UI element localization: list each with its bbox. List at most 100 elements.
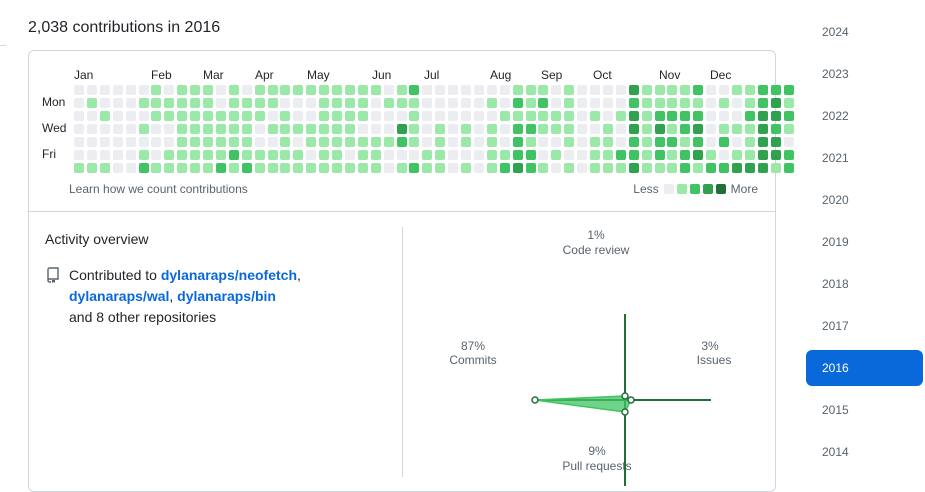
contribution-day[interactable] <box>319 85 330 95</box>
contribution-day[interactable] <box>164 98 175 108</box>
contribution-day[interactable] <box>306 124 317 134</box>
contribution-day[interactable] <box>267 124 278 134</box>
contribution-day[interactable] <box>396 98 407 108</box>
contribution-day[interactable] <box>241 98 252 108</box>
contribution-day[interactable] <box>112 111 123 121</box>
contribution-day[interactable] <box>486 98 497 108</box>
contribution-day[interactable] <box>86 163 97 173</box>
contribution-day[interactable] <box>731 150 742 160</box>
contribution-day[interactable] <box>396 150 407 160</box>
contribution-day[interactable] <box>654 163 665 173</box>
contribution-day[interactable] <box>744 163 755 173</box>
contribution-day[interactable] <box>396 85 407 95</box>
contribution-day[interactable] <box>602 85 613 95</box>
contribution-day[interactable] <box>783 150 794 160</box>
contribution-day[interactable] <box>177 111 188 121</box>
contribution-day[interactable] <box>409 137 420 147</box>
contribution-day[interactable] <box>654 150 665 160</box>
contribution-day[interactable] <box>319 98 330 108</box>
contribution-day[interactable] <box>344 111 355 121</box>
contribution-day[interactable] <box>151 137 162 147</box>
contribution-day[interactable] <box>499 163 510 173</box>
contribution-day[interactable] <box>602 137 613 147</box>
contribution-day[interactable] <box>783 111 794 121</box>
contribution-day[interactable] <box>448 150 459 160</box>
contribution-day[interactable] <box>615 137 626 147</box>
learn-contributions-link[interactable]: Learn how we count contributions <box>69 182 248 196</box>
contribution-day[interactable] <box>138 150 149 160</box>
contribution-day[interactable] <box>512 124 523 134</box>
contribution-day[interactable] <box>151 163 162 173</box>
contribution-day[interactable] <box>125 98 136 108</box>
contribution-day[interactable] <box>138 163 149 173</box>
contribution-day[interactable] <box>590 111 600 121</box>
contribution-day[interactable] <box>383 137 394 147</box>
contribution-day[interactable] <box>783 85 794 95</box>
contribution-day[interactable] <box>731 137 742 147</box>
contribution-day[interactable] <box>499 124 510 134</box>
contribution-day[interactable] <box>641 137 652 147</box>
contribution-day[interactable] <box>215 137 226 147</box>
repo-link-bin[interactable]: dylanaraps/bin <box>177 288 276 304</box>
year-2017[interactable]: 2017 <box>822 319 849 333</box>
contribution-day[interactable] <box>370 85 381 95</box>
contribution-day[interactable] <box>164 124 175 134</box>
contribution-day[interactable] <box>757 85 768 95</box>
contribution-day[interactable] <box>203 111 213 121</box>
contribution-day[interactable] <box>370 163 381 173</box>
contribution-day[interactable] <box>744 124 755 134</box>
contribution-day[interactable] <box>744 150 755 160</box>
contribution-day[interactable] <box>473 85 484 95</box>
contribution-day[interactable] <box>577 150 588 160</box>
contribution-day[interactable] <box>370 150 381 160</box>
contribution-day[interactable] <box>680 98 691 108</box>
contribution-day[interactable] <box>215 124 226 134</box>
contribution-day[interactable] <box>473 111 484 121</box>
contribution-day[interactable] <box>306 137 317 147</box>
contribution-day[interactable] <box>280 137 291 147</box>
contribution-day[interactable] <box>254 150 265 160</box>
contribution-day[interactable] <box>602 150 613 160</box>
contribution-day[interactable] <box>590 163 600 173</box>
contribution-day[interactable] <box>228 124 239 134</box>
contribution-day[interactable] <box>254 137 265 147</box>
contribution-day[interactable] <box>435 163 446 173</box>
contribution-day[interactable] <box>396 163 407 173</box>
contribution-day[interactable] <box>590 98 600 108</box>
contribution-day[interactable] <box>602 124 613 134</box>
contribution-day[interactable] <box>577 137 588 147</box>
contribution-day[interactable] <box>254 124 265 134</box>
contribution-day[interactable] <box>680 111 691 121</box>
contribution-day[interactable] <box>551 85 562 95</box>
contribution-day[interactable] <box>486 85 497 95</box>
contribution-day[interactable] <box>215 163 226 173</box>
contribution-day[interactable] <box>241 150 252 160</box>
contribution-day[interactable] <box>99 163 110 173</box>
contribution-day[interactable] <box>602 163 613 173</box>
contribution-day[interactable] <box>370 137 381 147</box>
contribution-day[interactable] <box>74 137 84 147</box>
contribution-day[interactable] <box>422 111 433 121</box>
contribution-day[interactable] <box>241 163 252 173</box>
contribution-day[interactable] <box>499 98 510 108</box>
contribution-day[interactable] <box>628 150 639 160</box>
contribution-day[interactable] <box>332 124 342 134</box>
contribution-day[interactable] <box>602 98 613 108</box>
contribution-day[interactable] <box>125 150 136 160</box>
contribution-day[interactable] <box>319 137 330 147</box>
year-2019[interactable]: 2019 <box>822 235 849 249</box>
contribution-day[interactable] <box>448 85 459 95</box>
contribution-day[interactable] <box>86 98 97 108</box>
contribution-day[interactable] <box>499 150 510 160</box>
contribution-day[interactable] <box>422 137 433 147</box>
contribution-day[interactable] <box>164 85 175 95</box>
contribution-day[interactable] <box>74 124 84 134</box>
contribution-day[interactable] <box>422 150 433 160</box>
contribution-day[interactable] <box>757 124 768 134</box>
contribution-day[interactable] <box>138 98 149 108</box>
contribution-day[interactable] <box>203 124 213 134</box>
contribution-day[interactable] <box>654 98 665 108</box>
contribution-day[interactable] <box>125 137 136 147</box>
contribution-day[interactable] <box>448 163 459 173</box>
contribution-day[interactable] <box>615 85 626 95</box>
